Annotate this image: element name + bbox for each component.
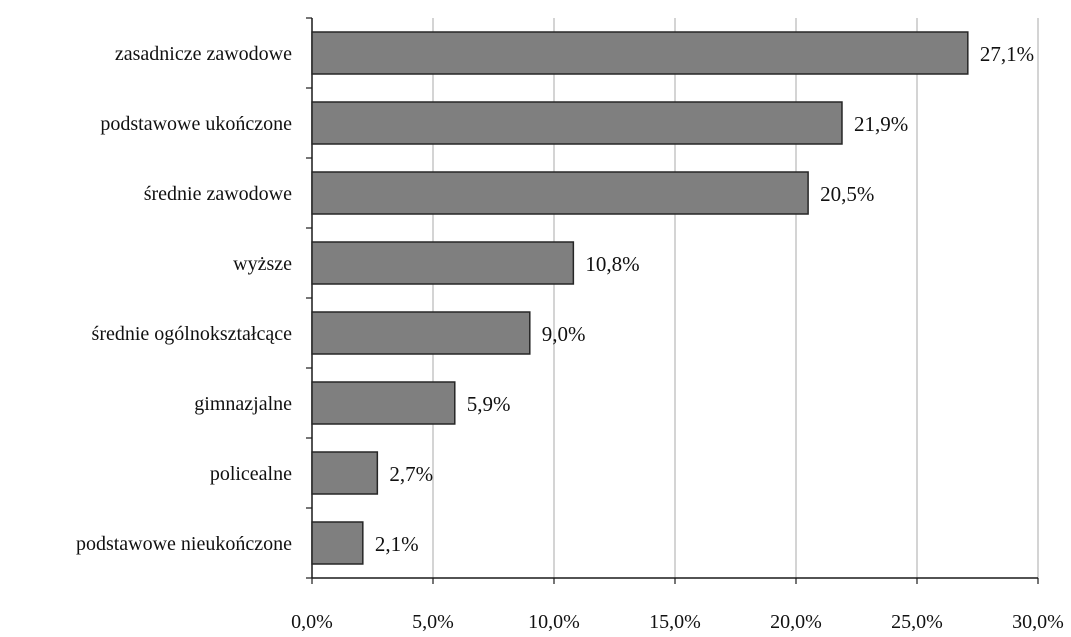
bar-4 — [311, 241, 575, 285]
bar-2 — [311, 101, 843, 145]
bar-7 — [311, 451, 379, 495]
data-label: 10,8% — [585, 252, 639, 276]
data-label: 2,1% — [375, 532, 419, 556]
x-tick-label: 25,0% — [891, 611, 943, 633]
data-label: 27,1% — [980, 42, 1034, 66]
data-label: 9,0% — [542, 322, 586, 346]
data-label: 5,9% — [467, 392, 511, 416]
data-label: 2,7% — [389, 462, 433, 486]
bar-6 — [311, 381, 456, 425]
x-tick-label: 30,0% — [1012, 611, 1064, 633]
bar-3 — [311, 171, 809, 215]
category-label: średnie ogólnokształcące — [92, 323, 293, 345]
category-label: podstawowe ukończone — [100, 113, 292, 135]
x-tick-label: 5,0% — [412, 611, 454, 633]
category-label: podstawowe nieukończone — [76, 533, 292, 555]
category-label: zasadnicze zawodowe — [115, 43, 292, 65]
x-tick-label: 10,0% — [528, 611, 580, 633]
category-label: średnie zawodowe — [144, 183, 292, 205]
bar-layer — [311, 31, 969, 565]
bar-8 — [311, 521, 364, 565]
x-tick-label: 15,0% — [649, 611, 701, 633]
x-tick-label: 20,0% — [770, 611, 822, 633]
category-label: gimnazjalne — [194, 393, 292, 415]
data-label: 20,5% — [820, 182, 874, 206]
category-label: policealne — [210, 463, 292, 485]
label-layer: 0,0% 5,0% 10,0% 15,0% 20,0% 25,0% 30,0% zasadni… — [76, 42, 1064, 633]
bar-5 — [311, 311, 531, 355]
category-label: wyższe — [233, 253, 292, 275]
x-tick-label: 0,0% — [291, 611, 333, 633]
data-label: 21,9% — [854, 112, 908, 136]
bar-1 — [311, 31, 969, 75]
